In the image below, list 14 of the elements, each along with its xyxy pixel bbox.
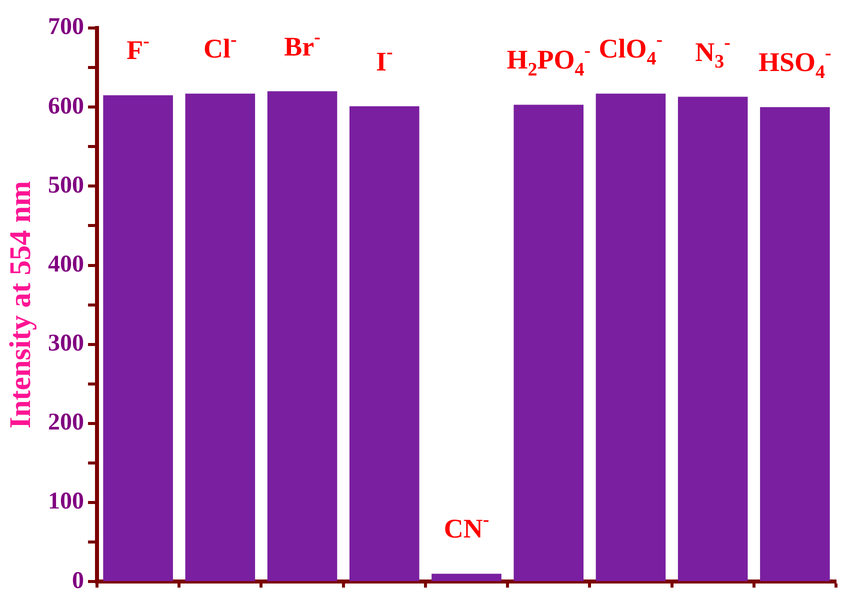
y-tick-label: 0 [72, 568, 84, 594]
x-tick-label: I- [376, 42, 393, 76]
y-tick-label: 100 [48, 488, 84, 515]
x-tick-label: Cl- [204, 29, 237, 64]
x-tick-label: F- [126, 31, 150, 66]
y-tick-label: 500 [48, 172, 84, 198]
x-tick-label: CN- [444, 510, 490, 544]
y-tick-label: 200 [48, 410, 84, 436]
y-tick-label: 300 [48, 330, 84, 357]
y-axis-title: Intensity at 554 nm [4, 181, 37, 429]
y-tick-label: 600 [48, 93, 84, 120]
y-tick-label: 700 [48, 14, 84, 40]
y-tick-label: 400 [48, 251, 84, 278]
x-tick-label: Br- [284, 27, 320, 62]
